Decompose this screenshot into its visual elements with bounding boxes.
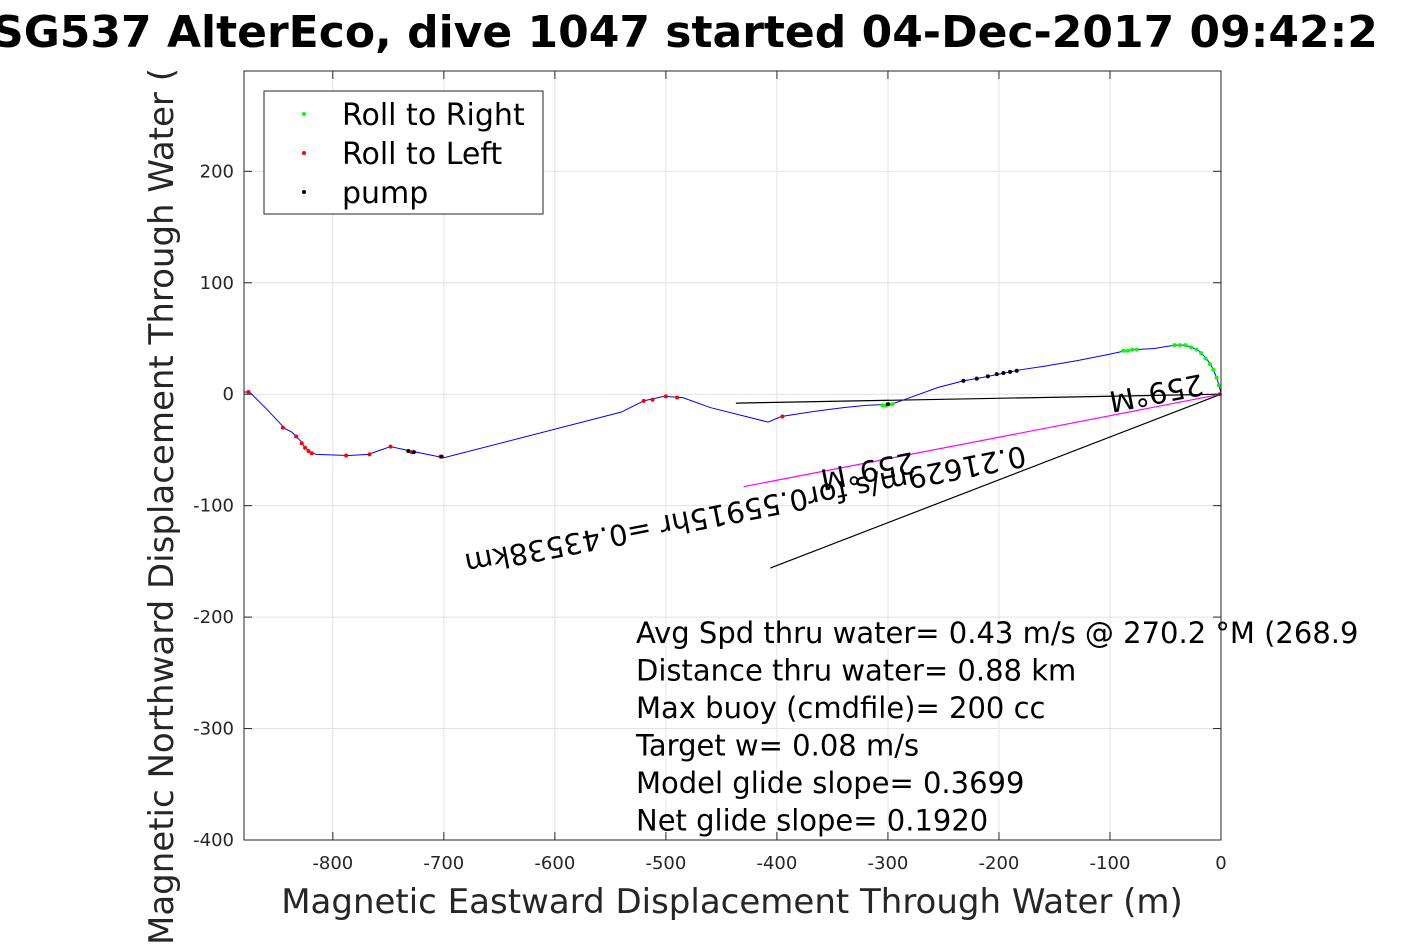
x-axis-label: Magnetic Eastward Displacement Through W… <box>281 882 1183 922</box>
roll-left-point <box>674 395 679 400</box>
track-line <box>244 344 1222 459</box>
annotation-line: Distance thru water= 0.88 km <box>636 654 1076 688</box>
pump-point <box>439 454 444 459</box>
pump-point <box>411 450 416 455</box>
roll-left-point <box>780 414 785 419</box>
roll-left-point <box>388 444 393 449</box>
data-marks: 0.21629m/s for0.55915hr =0.43538km259°M2… <box>244 343 1222 581</box>
roll-right-point <box>1199 350 1204 355</box>
x-tick-label: -400 <box>756 853 797 874</box>
y-tick-label: 100 <box>200 273 234 294</box>
legend: Roll to Right Roll to Left pump <box>263 90 544 215</box>
pump-point <box>406 449 411 454</box>
x-tick-label: -100 <box>1090 853 1131 874</box>
y-tick-label: -200 <box>193 607 234 628</box>
pump-point <box>885 402 890 407</box>
y-tick-label: -400 <box>193 830 234 851</box>
pump-point <box>961 378 966 383</box>
x-tick-label: 0 <box>1215 853 1226 874</box>
annotation-line: Model glide slope= 0.3699 <box>636 766 1024 800</box>
legend-marker <box>302 190 306 194</box>
legend-entry: Roll to Left <box>342 137 502 172</box>
grid <box>244 71 1222 841</box>
legend-marker <box>302 151 306 155</box>
roll-left-point <box>246 389 251 394</box>
y-tick-label: -100 <box>193 496 234 517</box>
roll-right-point <box>1172 343 1177 348</box>
legend-box <box>263 90 544 215</box>
x-tick-label: -600 <box>534 853 575 874</box>
x-tick-label: -200 <box>979 853 1020 874</box>
reference-line <box>735 393 1222 404</box>
annotation-block: Avg Spd thru water= 0.43 m/s @ 270.2 °M … <box>635 616 1358 838</box>
roll-right-point <box>1130 347 1135 352</box>
legend-marker <box>302 112 306 116</box>
roll-right-point <box>1134 347 1139 352</box>
heading-label: 0.21629m/s for0.55915hr =0.43538km <box>462 439 1029 581</box>
reference-line <box>743 393 1222 488</box>
annotation-line: Target w= 0.08 m/s <box>635 729 919 763</box>
annotation-line: Net glide slope= 0.1920 <box>636 804 988 838</box>
reference-line <box>770 393 1222 569</box>
legend-entry: Roll to Right <box>342 98 525 133</box>
roll-right-point <box>1203 356 1208 361</box>
roll-right-point <box>1214 375 1219 380</box>
roll-left-point <box>299 441 304 446</box>
x-tick-label: -700 <box>423 853 464 874</box>
roll-left-point <box>641 398 646 403</box>
roll-right-point <box>890 402 895 407</box>
legend-entry: pump <box>342 176 428 211</box>
chart-title: SG537 AlterEco, dive 1047 started 04-Dec… <box>0 7 1378 58</box>
pump-point <box>1014 368 1019 373</box>
roll-right-point <box>1177 343 1182 348</box>
roll-right-point <box>1211 367 1216 372</box>
roll-left-point <box>663 394 668 399</box>
roll-right-point <box>1216 383 1221 388</box>
axis-ticks: -800 -700 -600 -500 -400 -300 -200 -100 0 200 100 0… <box>193 71 1227 874</box>
roll-right-point <box>880 403 885 408</box>
roll-left-point <box>306 449 311 454</box>
pump-point <box>985 374 990 379</box>
y-tick-label: -300 <box>193 719 234 740</box>
x-tick-label: -300 <box>868 853 909 874</box>
roll-left-point <box>650 397 655 402</box>
roll-left-point <box>294 434 299 439</box>
roll-right-point <box>1189 345 1194 350</box>
heading-label: 259°M <box>1106 367 1206 418</box>
roll-right-point <box>1183 343 1188 348</box>
roll-left-point <box>303 445 308 450</box>
plot-area-frame <box>243 70 1222 841</box>
roll-left-point <box>309 451 314 456</box>
y-tick-label: 200 <box>200 161 234 182</box>
pump-point <box>994 372 999 377</box>
roll-right-point <box>1125 348 1130 353</box>
roll-right-point <box>1207 362 1212 367</box>
roll-left-point <box>280 425 285 430</box>
x-tick-label: -800 <box>312 853 353 874</box>
roll-right-point <box>1194 347 1199 352</box>
x-tick-label: -500 <box>645 853 686 874</box>
annotation-line: Max buoy (cmdfile)= 200 cc <box>636 691 1045 725</box>
y-tick-label: 0 <box>223 384 234 405</box>
y-axis-label: Magnetic Northward Displacement Through … <box>142 68 182 945</box>
pump-point <box>974 376 979 381</box>
roll-right-point <box>1121 348 1126 353</box>
pump-point <box>1001 371 1006 376</box>
annotation-line: Avg Spd thru water= 0.43 m/s @ 270.2 °M … <box>636 616 1358 650</box>
pump-point <box>1008 369 1013 374</box>
roll-left-point <box>344 453 349 458</box>
roll-left-point <box>367 452 372 457</box>
